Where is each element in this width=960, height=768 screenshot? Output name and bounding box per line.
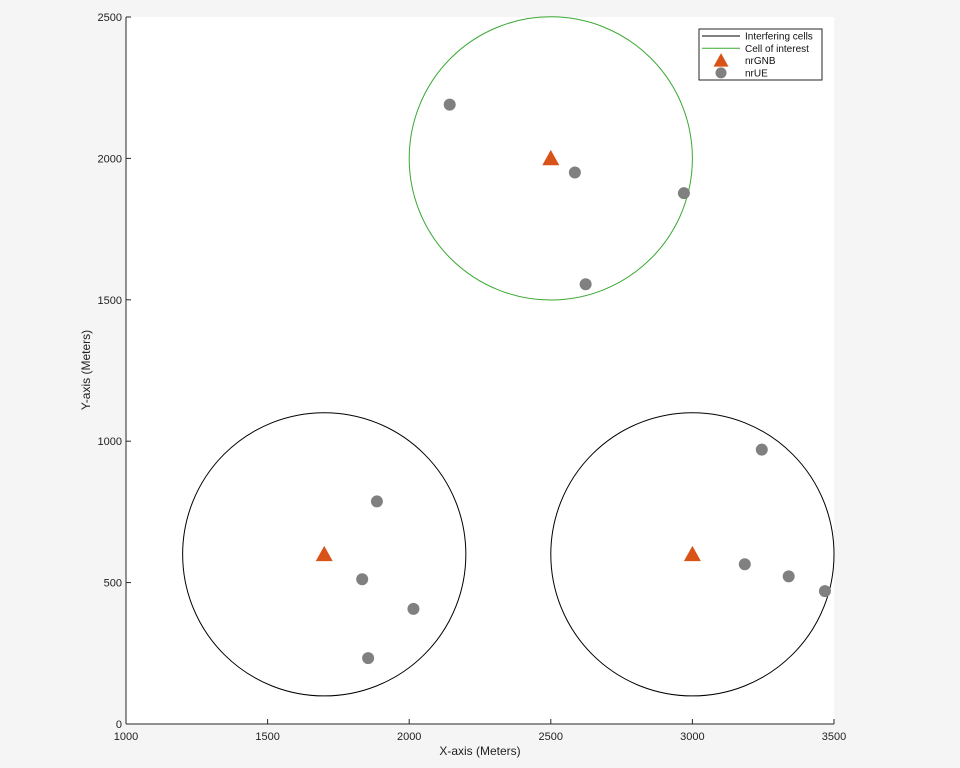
ue-point-5 <box>356 573 369 586</box>
y-tick-label-1: 500 <box>104 578 122 590</box>
ue-point-9 <box>738 558 751 571</box>
axes-layer <box>125 17 834 725</box>
ticks-layer: 1000 1500 2000 2500 3000 3500 0 500 1000 1500 2000… <box>98 12 847 743</box>
ue-point-3 <box>579 278 592 291</box>
gnb-layer <box>315 149 701 562</box>
y-tick-label-3: 1500 <box>98 295 122 307</box>
cell-circle-2 <box>550 412 835 697</box>
y-axis-label: Y-axis (Meters) <box>79 330 93 410</box>
legend-label: Cell of interest <box>745 44 809 55</box>
legend-item-3: nrUE <box>715 67 768 79</box>
x-tick-label-0: 1000 <box>114 731 138 743</box>
y-tick-label-0: 0 <box>116 719 122 731</box>
x-tick-label-2: 2000 <box>397 731 421 743</box>
legend-item-2: nrGNB <box>713 53 776 67</box>
legend-item-1: Cell of interest <box>702 44 809 55</box>
cell-circle-1 <box>182 412 467 697</box>
ue-point-11 <box>818 585 831 598</box>
y-tick-label-2: 1000 <box>98 436 122 448</box>
gnb-marker-1 <box>315 545 333 562</box>
legend-circle-swatch <box>715 67 727 79</box>
legend-item-0: Interfering cells <box>702 32 813 43</box>
gnb-marker-2 <box>683 545 701 562</box>
cells-layer <box>182 16 835 697</box>
ue-layer <box>356 98 831 665</box>
gnb-marker-0 <box>542 149 560 166</box>
legend-label: nrUE <box>745 68 768 79</box>
legend-label: nrGNB <box>745 56 776 67</box>
plot-area <box>126 17 834 724</box>
y-tick-label-5: 2500 <box>98 12 122 24</box>
x-axis-label: X-axis (Meters) <box>439 744 520 758</box>
x-tick-label-4: 3000 <box>680 731 704 743</box>
ue-point-6 <box>407 602 420 615</box>
ue-point-4 <box>370 495 383 508</box>
x-tick-label-3: 2500 <box>539 731 563 743</box>
ue-point-1 <box>568 166 581 179</box>
ue-point-10 <box>782 570 795 583</box>
ue-point-8 <box>755 443 768 456</box>
x-tick-label-5: 3500 <box>822 731 846 743</box>
ue-point-0 <box>443 98 456 111</box>
legend-label: Interfering cells <box>745 32 813 43</box>
cell-circle-0 <box>408 16 693 301</box>
ue-point-7 <box>362 652 375 665</box>
ue-point-2 <box>677 187 690 200</box>
legend-triangle-swatch <box>713 53 729 67</box>
y-tick-label-4: 2000 <box>98 153 122 165</box>
x-tick-label-1: 1500 <box>255 731 279 743</box>
